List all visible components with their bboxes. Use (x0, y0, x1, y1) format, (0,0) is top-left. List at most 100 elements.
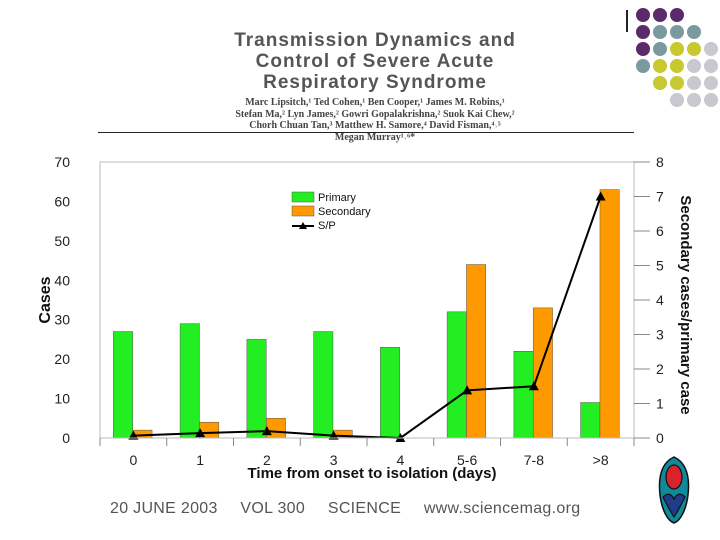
x-tick-label: 1 (196, 452, 204, 468)
citation-url: www.sciencemag.org (423, 500, 581, 517)
secondary-bar (532, 307, 553, 439)
sp-marker (128, 430, 139, 440)
y2-tick-label: 1 (656, 396, 664, 412)
secondary-bar (466, 264, 487, 439)
y2-tick-label: 4 (656, 292, 664, 308)
primary-bar (513, 351, 534, 439)
decorative-divider-vertical (626, 10, 628, 32)
sp-marker (195, 428, 206, 438)
y2-tick-label: 3 (656, 327, 664, 343)
primary-bar (580, 402, 601, 439)
decorative-dot-grid (636, 8, 718, 107)
article-header: Transmission Dynamics and Control of Sev… (110, 30, 640, 143)
title-line: Control of Severe Acute (255, 51, 495, 72)
author-line: Chorh Chuan Tan,³ Matthew H. Samore,⁴ Da… (249, 120, 501, 131)
citation-volume: VOL 300 (240, 500, 306, 517)
chart: 0 10 20 30 40 50 60 70 0 1 2 3 4 5 6 7 8 0 1 2 3 4 5-6 7-8 >8 Pr… (37, 154, 694, 482)
y2-axis-label: Secondary cases/primary case (677, 195, 694, 414)
decorative-dot (653, 42, 667, 56)
decorative-divider-horizontal (98, 132, 634, 133)
article-title: Transmission Dynamics and Control of Sev… (110, 30, 640, 93)
legend-label: S/P (318, 220, 336, 232)
x-axis-label: Time from onset to isolation (days) (248, 465, 497, 482)
y-tick-label: 60 (54, 193, 70, 209)
y-tick-label: 70 (54, 154, 70, 170)
x-tick-label: 2 (263, 452, 271, 468)
decorative-dot (653, 59, 667, 73)
decorative-dot (687, 25, 701, 39)
decorative-dot (687, 76, 701, 90)
decorative-dot (670, 25, 684, 39)
sp-marker (595, 191, 606, 201)
secondary-bar (599, 189, 620, 439)
decorative-dot (670, 8, 684, 22)
y-tick-label: 0 (62, 430, 70, 446)
legend-swatch-primary (291, 191, 315, 203)
primary-bar (246, 339, 267, 439)
title-line: Respiratory Syndrome (263, 72, 487, 93)
logo-flame (665, 464, 683, 490)
y-tick-label: 20 (54, 351, 70, 367)
y-tick-label: 50 (54, 233, 70, 249)
decorative-dot (653, 8, 667, 22)
primary-bar (380, 347, 400, 439)
title-line: Transmission Dynamics and (234, 30, 516, 51)
sp-marker (462, 385, 473, 395)
decorative-dot (636, 8, 650, 22)
primary-bar (179, 323, 200, 439)
sp-series-line (133, 196, 602, 440)
decorative-dot (704, 59, 718, 73)
primary-bar (446, 311, 467, 439)
x-tick-label: 3 (330, 452, 338, 468)
logo-book (662, 493, 686, 519)
x-tick-label: 7-8 (524, 452, 544, 468)
decorative-dot (670, 42, 684, 56)
decorative-dot (653, 76, 667, 90)
decorative-dot (636, 25, 650, 39)
chart-tick-labels: 0 10 20 30 40 50 60 70 0 1 2 3 4 5 6 7 8 0 1 2 3 4 5-6 7-8 >8 (54, 154, 664, 468)
decorative-dot (704, 93, 718, 107)
legend-label: Primary (318, 192, 356, 204)
institution-logo-icon (658, 456, 690, 524)
decorative-dot (670, 93, 684, 107)
chart-legend: Primary Secondary S/P (291, 191, 371, 232)
decorative-dot (687, 42, 701, 56)
x-tick-label: 0 (129, 452, 137, 468)
y2-tick-label: 6 (656, 223, 664, 239)
y2-tick-label: 0 (656, 430, 664, 446)
author-line: Megan Murray¹˒⁶* (334, 131, 416, 143)
y-tick-label: 30 (54, 312, 70, 328)
decorative-dot (670, 59, 684, 73)
legend-swatch-secondary (291, 205, 315, 217)
y2-tick-label: 7 (656, 189, 664, 205)
y2-tick-label: 5 (656, 258, 664, 274)
sp-marker (528, 381, 539, 391)
sp-marker (261, 426, 272, 436)
primary-bar (113, 331, 133, 439)
x-tick-label: 4 (396, 452, 404, 468)
citation-footer: 20 JUNE 2003 VOL 300 SCIENCE www.science… (110, 500, 610, 518)
citation-journal: SCIENCE (327, 500, 402, 517)
decorative-dot (704, 42, 718, 56)
legend-marker-sp (299, 222, 307, 229)
decorative-dot (687, 93, 701, 107)
y2-tick-label: 2 (656, 361, 664, 377)
primary-bar (313, 331, 334, 439)
decorative-dot (670, 76, 684, 90)
decorative-dot (653, 25, 667, 39)
y2-tick-label: 8 (656, 154, 664, 170)
x-tick-label: >8 (593, 452, 609, 468)
legend-label: Secondary (318, 206, 371, 218)
citation-date: 20 JUNE 2003 (110, 500, 218, 517)
y-tick-label: 40 (54, 272, 70, 288)
sp-series-markers (128, 191, 606, 442)
author-line: Marc Lipsitch,¹ Ted Cohen,¹ Ben Cooper,¹… (245, 97, 505, 108)
y-axis-label: Cases (37, 276, 54, 323)
decorative-dot (636, 42, 650, 56)
chart-axes (99, 161, 650, 446)
author-list: Marc Lipsitch,¹ Ted Cohen,¹ Ben Cooper,¹… (110, 97, 640, 143)
decorative-dot (704, 76, 718, 90)
y-tick-label: 10 (54, 391, 70, 407)
decorative-dot (687, 59, 701, 73)
author-line: Stefan Ma,² Lyn James,² Gowri Gopalakris… (235, 108, 515, 120)
